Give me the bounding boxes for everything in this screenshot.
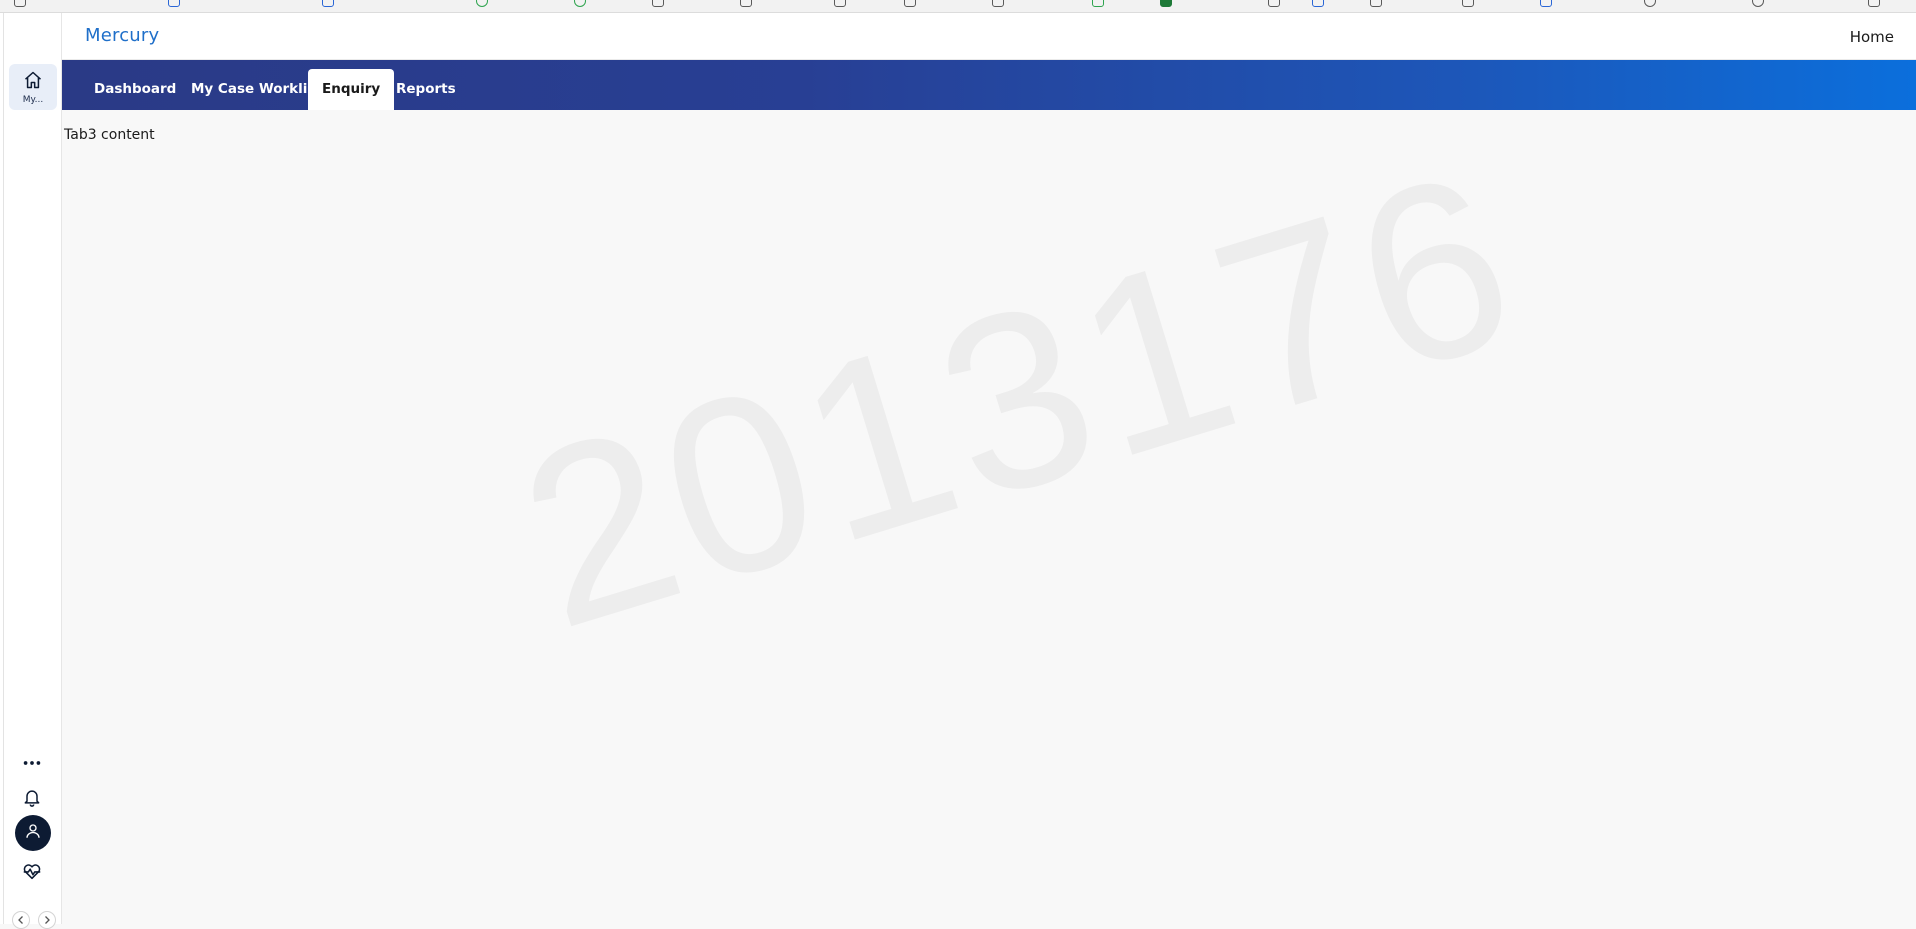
- bookmark-icon[interactable]: [992, 0, 1004, 7]
- main-nav: Dashboard My Case Worklist Enquiry Repor…: [62, 60, 1916, 110]
- bookmark-icon[interactable]: [834, 0, 846, 7]
- chevron-left-icon[interactable]: [12, 911, 30, 929]
- rail-home-button[interactable]: My...: [9, 64, 57, 110]
- bookmark-icon[interactable]: [476, 0, 488, 7]
- browser-bookmarks-bar: [0, 0, 1916, 13]
- home-link[interactable]: Home: [1849, 28, 1894, 46]
- rail-home-label: My...: [22, 95, 44, 105]
- tab-my-case-worklist[interactable]: My Case Worklist: [191, 81, 322, 97]
- bookmark-icon[interactable]: [14, 0, 26, 7]
- bookmark-icon[interactable]: [1312, 0, 1324, 7]
- health-icon[interactable]: [20, 859, 44, 883]
- top-header: Mercury Home: [62, 13, 1916, 60]
- bell-icon[interactable]: [20, 785, 44, 809]
- chevron-right-icon[interactable]: [38, 911, 56, 929]
- watermark: 2013176: [493, 116, 1546, 681]
- bookmark-icon[interactable]: [1370, 0, 1382, 7]
- bookmark-icon[interactable]: [740, 0, 752, 7]
- bookmark-icon[interactable]: [1160, 0, 1172, 7]
- bookmark-icon[interactable]: [1268, 0, 1280, 7]
- home-icon: [23, 70, 43, 94]
- tab-content-text: Tab3 content: [64, 127, 155, 143]
- user-icon: [24, 822, 42, 844]
- bookmark-icon[interactable]: [322, 0, 334, 7]
- side-rail: My...: [0, 13, 62, 929]
- rail-scroll-arrows: [12, 911, 56, 929]
- tab-enquiry[interactable]: Enquiry: [308, 69, 395, 110]
- app-title[interactable]: Mercury: [85, 25, 160, 46]
- more-icon[interactable]: [20, 751, 44, 775]
- tab-content-panel: Tab3 content 2013176: [62, 110, 1916, 924]
- bookmark-icon[interactable]: [1462, 0, 1474, 7]
- bookmark-icon[interactable]: [652, 0, 664, 7]
- tab-reports[interactable]: Reports: [396, 81, 456, 97]
- bookmark-icon[interactable]: [168, 0, 180, 7]
- bookmark-icon[interactable]: [1092, 0, 1104, 7]
- tab-dashboard[interactable]: Dashboard: [94, 81, 177, 97]
- rail-edge: [0, 13, 4, 924]
- bookmark-icon[interactable]: [574, 0, 586, 7]
- bookmark-icon[interactable]: [1644, 0, 1656, 7]
- bookmark-icon[interactable]: [904, 0, 916, 7]
- bookmark-icon[interactable]: [1868, 0, 1880, 7]
- bookmark-icon[interactable]: [1752, 0, 1764, 7]
- user-avatar-button[interactable]: [15, 815, 51, 851]
- bookmark-icon[interactable]: [1540, 0, 1552, 7]
